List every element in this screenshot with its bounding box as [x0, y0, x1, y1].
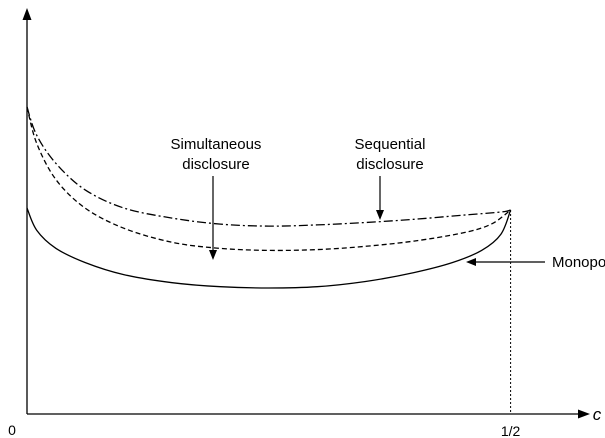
- origin-label: 0: [8, 422, 16, 438]
- annotation-monopoly: Monopoly: [552, 254, 605, 271]
- curves: [26, 106, 512, 289]
- y-axis-arrow: [22, 8, 32, 20]
- series-monopoly: [26, 207, 512, 289]
- x-tick-label-half: 1/2: [501, 423, 521, 438]
- x-axis-label: c: [593, 405, 602, 424]
- series-simultaneous-disclosure: [26, 106, 511, 252]
- annotation-simultaneous-arrowhead: [209, 250, 217, 260]
- series-sequential-disclosure: [26, 106, 511, 227]
- annotation-monopoly-arrowhead: [466, 258, 476, 266]
- annotation-sequential-line1: Sequential: [355, 136, 426, 153]
- annotation-simultaneous-line1: Simultaneous: [171, 136, 262, 153]
- annotation-simultaneous-line2: disclosure: [182, 156, 250, 173]
- annotation-sequential-line2: disclosure: [356, 156, 424, 173]
- annotation-sequential-arrowhead: [376, 210, 384, 220]
- x-axis-arrow: [578, 409, 590, 419]
